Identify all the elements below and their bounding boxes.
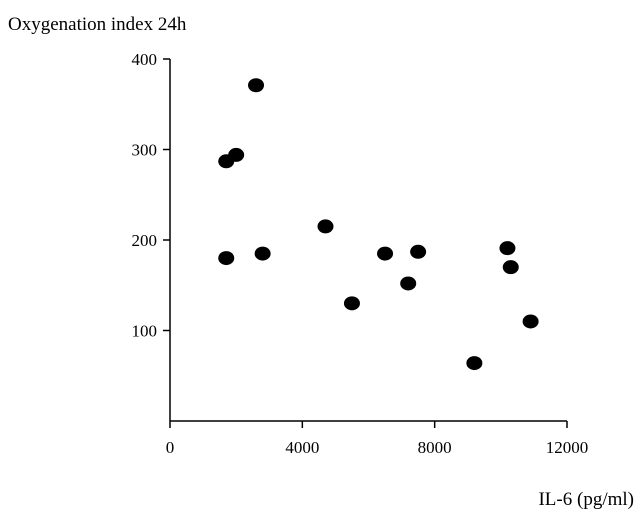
y-tick-label: 300 [132, 141, 158, 160]
x-tick-label: 8000 [418, 438, 452, 457]
data-point [522, 314, 539, 329]
data-point [248, 78, 265, 93]
y-tick-label: 200 [132, 231, 158, 250]
data-points [218, 78, 539, 371]
data-point [343, 296, 360, 311]
x-axis-title: IL-6 (pg/ml) [538, 489, 634, 510]
data-point [502, 260, 519, 275]
data-point [317, 219, 334, 234]
data-point [466, 356, 483, 371]
x-tick-label: 0 [166, 438, 175, 457]
y-axis-ticks: 100 200 300 400 [132, 50, 170, 341]
data-point [377, 246, 394, 261]
data-point [218, 251, 235, 266]
data-point [254, 246, 271, 261]
x-tick-label: 4000 [285, 438, 319, 457]
x-tick-label: 12000 [546, 438, 589, 457]
data-point [410, 244, 427, 259]
y-tick-label: 100 [132, 322, 158, 341]
y-tick-label: 400 [132, 50, 158, 69]
y-axis-title: Oxygenation index 24h [8, 14, 187, 35]
x-axis-ticks: 0 4000 8000 12000 [166, 421, 589, 457]
axes [169, 59, 567, 422]
data-point [228, 147, 245, 162]
data-point [499, 241, 516, 256]
data-point [400, 276, 417, 291]
